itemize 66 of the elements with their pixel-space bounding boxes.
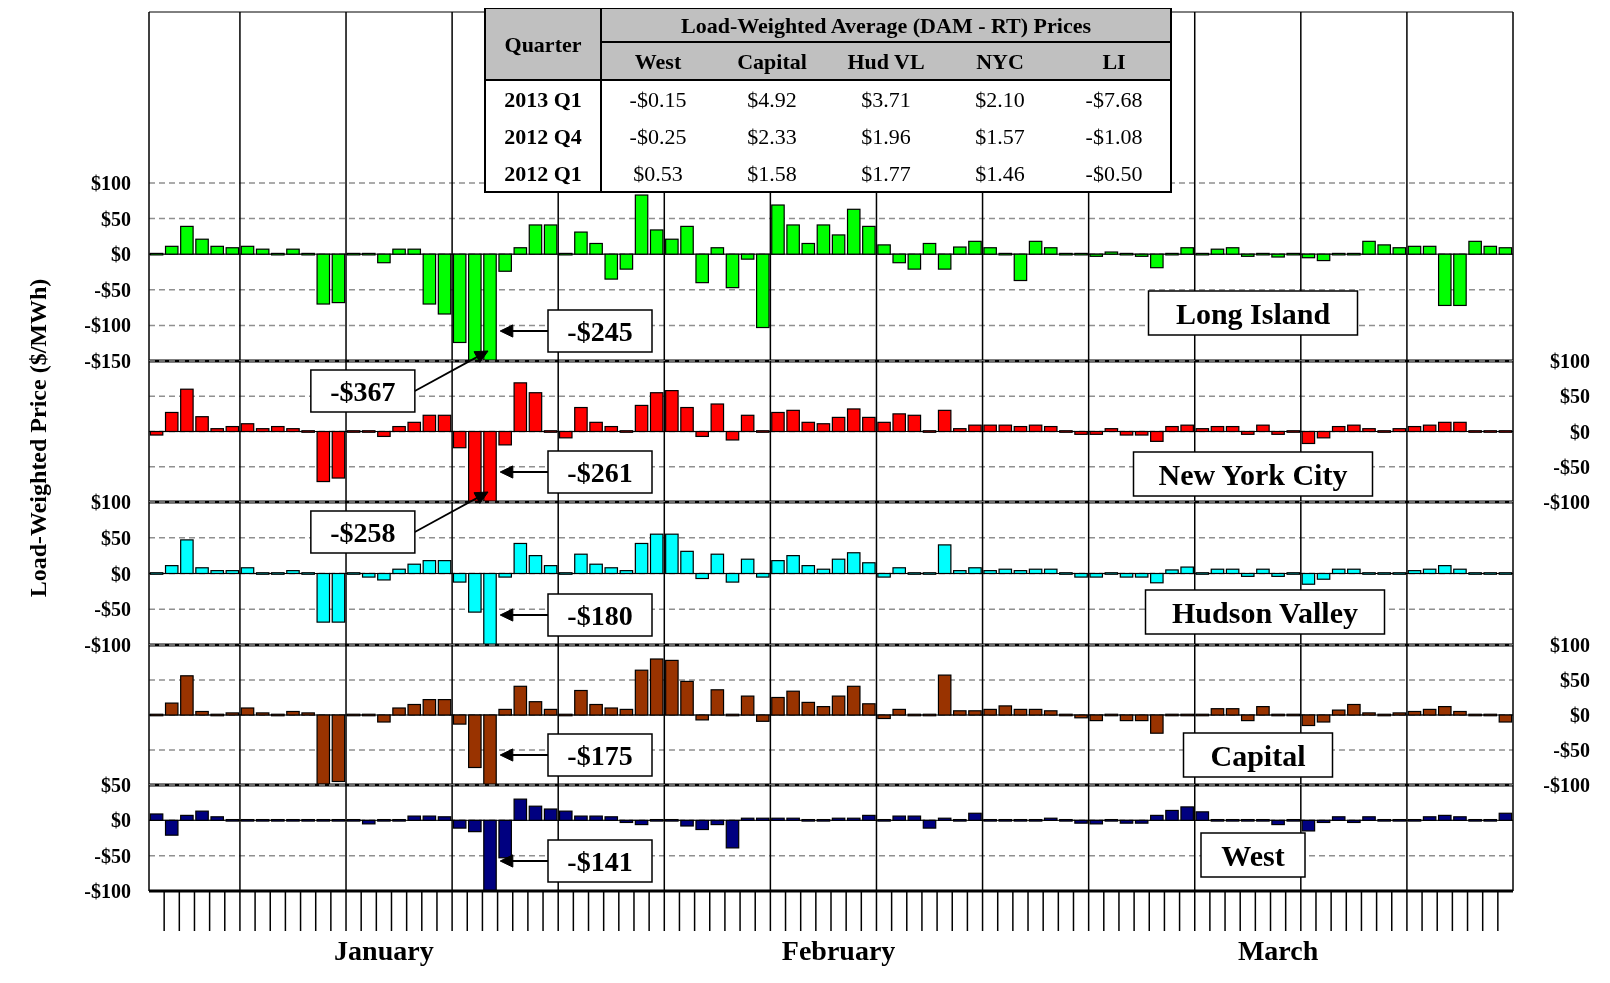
series-label: West <box>1221 838 1285 872</box>
annotation: -$261 <box>567 456 633 488</box>
text: $2.10 <box>975 86 1025 112</box>
text: $1.46 <box>975 161 1025 186</box>
category-label: 2012 Q1 <box>504 161 582 186</box>
series-label: Long Island <box>1175 296 1331 330</box>
y-tick-label: $0 <box>111 809 131 832</box>
y-tick-label: -$150 <box>84 350 131 372</box>
text: $1.58 <box>747 161 797 186</box>
text: -$0.25 <box>629 124 687 149</box>
text: $1.96 <box>861 124 911 149</box>
text: -$0.15 <box>629 86 687 112</box>
text: $1.57 <box>975 124 1025 149</box>
y-tick-label: $0 <box>111 243 131 266</box>
text: $3.71 <box>861 86 911 112</box>
y-tick-label: -$100 <box>84 314 131 337</box>
y2-tick-label: -$100 <box>1543 774 1590 796</box>
x-tick-label: February <box>781 935 896 966</box>
y2-tick-label: $0 <box>1570 704 1590 726</box>
y-tick-label: $50 <box>101 774 131 796</box>
y-tick-label: -$50 <box>94 278 131 301</box>
text: -$7.68 <box>1085 86 1143 112</box>
y2-tick-label: $50 <box>1560 669 1590 691</box>
series-label: Hudson Valley <box>1172 595 1358 629</box>
annotation: -$180 <box>567 599 633 631</box>
y-tick-label: $50 <box>101 207 131 230</box>
y-tick-label: $100 <box>91 171 131 194</box>
y-axis-title: Load-Weighted Price ($/MWh) <box>25 278 51 598</box>
y-tick-label: $100 <box>91 491 131 513</box>
y2-tick-label: $0 <box>1570 420 1590 443</box>
y-tick-label: -$50 <box>94 598 131 621</box>
x-tick-label: January <box>334 935 434 966</box>
text: Load-Weighted Average (DAM - RT) Prices <box>680 12 1092 38</box>
y2-tick-label: -$100 <box>1543 491 1590 513</box>
category-label: Hud VL <box>847 48 925 74</box>
y-tick-label: $0 <box>111 562 131 585</box>
text: $4.92 <box>747 86 797 112</box>
category-label: 2012 Q4 <box>504 124 582 149</box>
y-tick-label: $50 <box>101 526 131 549</box>
y-tick-label: -$100 <box>84 634 131 656</box>
annotation: -$245 <box>567 315 633 347</box>
annotation: -$258 <box>330 516 396 548</box>
y2-tick-label: $100 <box>1550 350 1590 372</box>
y2-tick-label: -$50 <box>1553 739 1590 761</box>
text: Quarter <box>504 31 582 57</box>
category-label: LI <box>1102 48 1126 74</box>
series-label: Capital <box>1210 738 1306 772</box>
text: -$1.08 <box>1085 124 1143 149</box>
category-label: NYC <box>976 48 1024 74</box>
text: $1.77 <box>861 161 911 186</box>
y-tick-label: -$50 <box>94 844 131 867</box>
text: $0.53 <box>633 161 683 186</box>
category-label: Capital <box>737 48 807 74</box>
y-tick-label: -$100 <box>84 880 131 902</box>
y2-tick-label: $100 <box>1550 634 1590 656</box>
category-label: 2013 Q1 <box>504 86 582 112</box>
text: $2.33 <box>747 124 797 149</box>
text: -$0.50 <box>1085 161 1143 186</box>
series-label: New York City <box>1158 457 1348 491</box>
y2-tick-label: -$50 <box>1553 455 1590 478</box>
annotation: -$367 <box>330 375 396 407</box>
x-tick-label: March <box>1237 935 1319 966</box>
annotation: -$141 <box>567 845 633 877</box>
category-label: West <box>634 48 682 74</box>
y2-tick-label: $50 <box>1560 385 1590 408</box>
annotation: -$175 <box>567 739 633 771</box>
